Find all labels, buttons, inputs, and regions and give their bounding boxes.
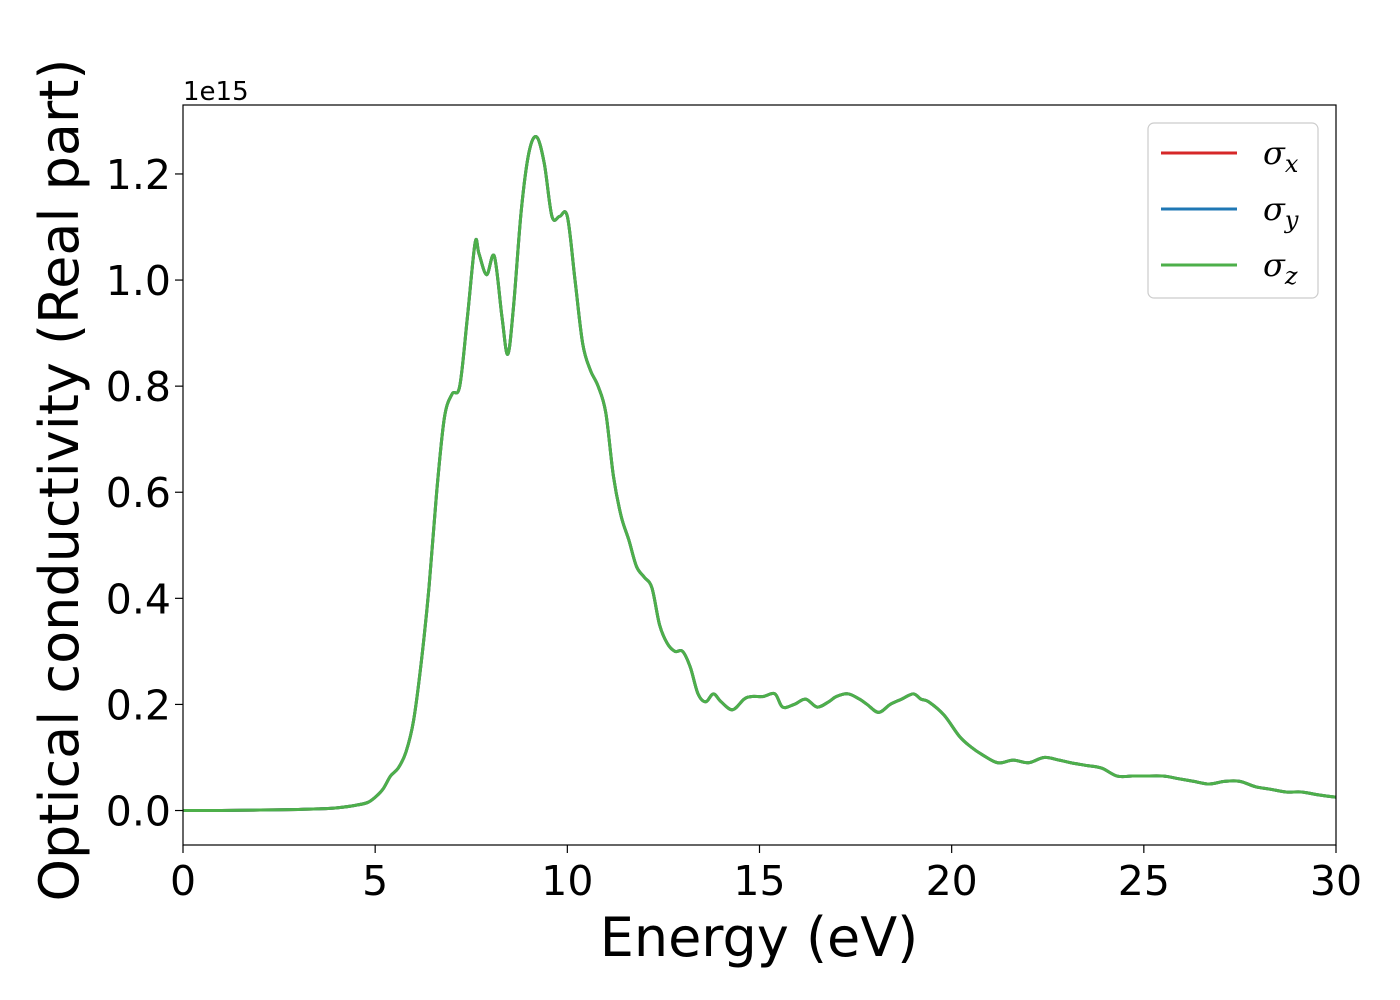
x-tick-label: 5 (362, 857, 388, 905)
legend-label-y: σy (1263, 190, 1299, 234)
x-tick-label: 25 (1118, 857, 1170, 905)
y-axis-label: Optical conductivity (Real part) (28, 59, 91, 902)
legend: σx σy σz (1147, 122, 1319, 299)
x-axis-ticks: 0 5 10 15 20 25 30 (170, 845, 1362, 905)
plot-area (183, 134, 1336, 813)
x-axis-label: Energy (eV) (600, 906, 919, 969)
x-tick-label: 20 (926, 857, 978, 905)
y-tick-label: 0.6 (106, 469, 171, 517)
x-tick-label: 0 (170, 857, 196, 905)
y-tick-label: 0.8 (106, 363, 171, 411)
x-tick-label: 30 (1310, 857, 1362, 905)
series-layer (183, 134, 1336, 813)
x-tick-label: 15 (733, 857, 785, 905)
legend-label-z: σz (1263, 246, 1298, 290)
series-line-z (183, 134, 1336, 813)
y-tick-label: 1.0 (106, 257, 171, 305)
y-tick-label: 0.2 (106, 681, 171, 729)
legend-label-x: σx (1263, 134, 1299, 178)
y-tick-label: 1.2 (106, 151, 171, 199)
x-tick-label: 10 (541, 857, 593, 905)
y-tick-label: 0.4 (106, 575, 171, 623)
y-scale-offset-label: 1e15 (183, 77, 249, 107)
y-tick-label: 0.0 (106, 788, 171, 836)
y-axis-ticks: 0.0 0.2 0.4 0.6 0.8 1.0 1.2 (106, 151, 183, 836)
